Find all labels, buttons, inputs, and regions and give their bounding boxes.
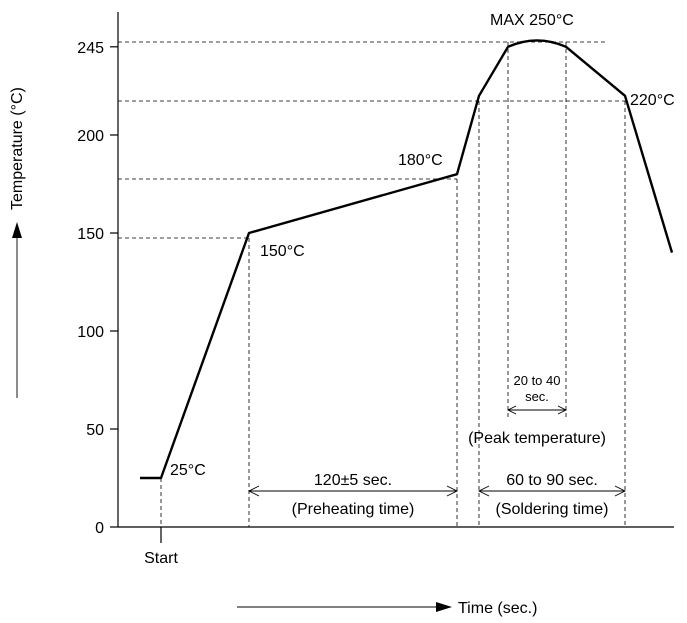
label-solder-name: (Soldering time) [496,501,609,518]
label-peak-duration-1: 20 to 40 [514,373,561,388]
peak-dimension [506,405,568,415]
label-150c: 150°C [260,243,305,260]
y-ticks: 0 50 100 150 200 245 [77,40,118,537]
y-axis-title: Temperature (°C) [9,87,26,210]
x-axis-title: Time (sec.) [458,600,537,617]
label-peak-duration-2: sec. [525,389,549,404]
x-axis-arrow [237,602,452,612]
y-tick-label: 0 [95,520,104,537]
label-start: Start [144,550,178,567]
y-tick-label: 50 [86,422,104,439]
label-preheat-name: (Preheating time) [292,501,415,518]
y-tick-label: 200 [77,128,104,145]
y-tick-label: 150 [77,226,104,243]
label-220c: 220°C [630,92,675,109]
label-solder-duration: 60 to 90 sec. [506,472,598,489]
label-max-250c: MAX 250°C [490,12,574,29]
label-25c: 25°C [170,462,206,479]
y-tick-label: 245 [77,40,104,57]
solder-dimension [477,485,627,497]
y-tick-label: 100 [77,324,104,341]
preheat-dimension [247,485,459,497]
label-peak-name: (Peak temperature) [468,430,606,447]
label-preheat-duration: 120±5 sec. [314,472,392,489]
label-180c: 180°C [398,152,443,169]
y-axis-arrow [12,222,22,398]
temperature-curve [140,39,674,480]
